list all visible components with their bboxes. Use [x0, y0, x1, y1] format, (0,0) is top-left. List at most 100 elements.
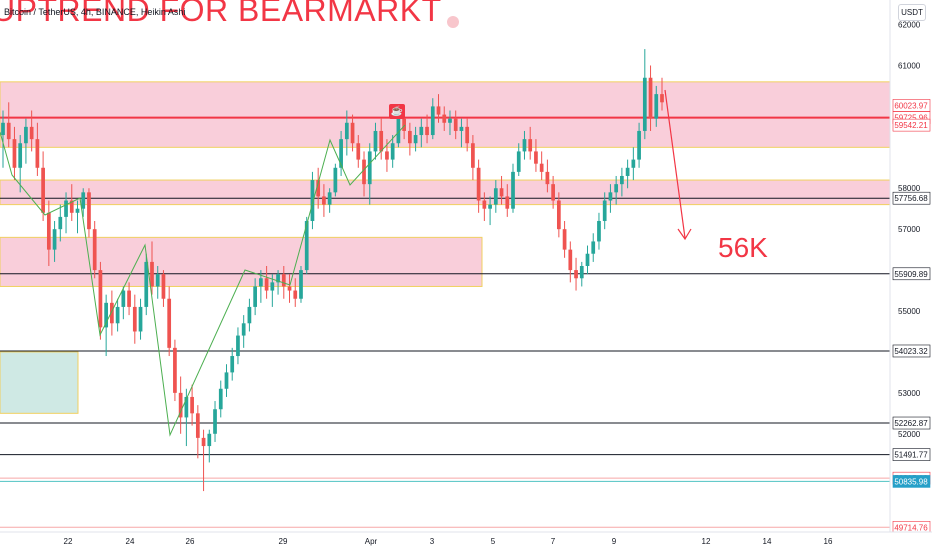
- candle-body: [58, 216, 63, 230]
- candle-body: [648, 77, 653, 119]
- candle-body: [465, 126, 470, 144]
- time-tick-label: 12: [702, 537, 711, 546]
- candle-body: [631, 159, 636, 168]
- candle-body: [24, 126, 28, 144]
- candle-body: [579, 266, 584, 279]
- uptrend-zigzag-line: [0, 124, 406, 437]
- price-tag: 54023.32: [892, 344, 931, 358]
- candle-body: [585, 253, 590, 266]
- candle-body: [281, 274, 286, 287]
- symbol-info[interactable]: Bitcoin / TetherUS, 4h, BINANCE, Heikin …: [4, 7, 186, 17]
- candle-body: [642, 77, 647, 131]
- candle-body: [551, 184, 555, 201]
- candle-body: [264, 278, 269, 291]
- candle-body: [350, 122, 355, 144]
- candle-body: [637, 130, 641, 160]
- time-axis[interactable]: 22 24 26 29 Apr 3 5 7 9 12 14 16: [64, 537, 833, 546]
- price-tick-label: 55000: [898, 307, 921, 316]
- candle-body: [178, 392, 183, 418]
- candle-body: [591, 241, 596, 254]
- candle-body: [236, 335, 240, 357]
- candle-body: [660, 94, 664, 103]
- candle-body: [259, 278, 263, 287]
- price-tag-box: [892, 475, 931, 488]
- candle-body: [81, 192, 86, 209]
- candle-body: [167, 298, 172, 348]
- candle-body: [322, 196, 326, 205]
- candle-body: [241, 323, 246, 336]
- time-tick-label: Apr: [365, 537, 378, 546]
- price-tag: 52262.87: [892, 416, 931, 430]
- price-tag-label: 51491.77: [894, 451, 928, 460]
- candle-body: [247, 306, 252, 324]
- price-tag-label: 60023.97: [894, 101, 928, 110]
- time-tick-label: 26: [186, 537, 195, 546]
- candle-body: [207, 433, 212, 447]
- price-tag: 49714.76: [892, 521, 931, 534]
- price-tick-label: 61000: [898, 61, 921, 70]
- projection-arrow-line: [664, 89, 686, 239]
- candle-body: [407, 130, 412, 144]
- candle-body: [379, 130, 384, 152]
- candles-layer: [1, 49, 664, 492]
- candle-body: [41, 167, 45, 213]
- time-tick-label: 3: [430, 537, 435, 546]
- candle-body: [190, 396, 194, 414]
- candle-body: [304, 220, 309, 271]
- price-tag: 59542.21: [892, 118, 931, 132]
- candle-body: [608, 192, 613, 201]
- time-tick-label: 9: [612, 537, 617, 546]
- candle-body: [218, 388, 223, 410]
- price-tag-label: 59725.96: [894, 114, 928, 123]
- price-tick-label: 52000: [898, 430, 921, 439]
- candle-body: [430, 106, 435, 136]
- candle-body: [471, 143, 475, 168]
- price-tag-label: 50835.98: [894, 477, 928, 486]
- candle-body: [224, 372, 229, 389]
- coffee-cup-icon[interactable]: ☕: [389, 104, 405, 119]
- candle-body: [476, 167, 481, 201]
- time-tick-label: 14: [763, 537, 772, 546]
- candle-body: [539, 163, 544, 172]
- price-tag: 55909.89: [892, 267, 931, 281]
- price-tag-label: 54023.32: [894, 347, 928, 356]
- candle-body: [556, 200, 561, 230]
- candle-body: [413, 135, 418, 144]
- price-tag-label: 49714.76: [894, 523, 928, 532]
- time-tick-label: 16: [824, 537, 833, 546]
- currency-button[interactable]: USDT: [898, 4, 926, 21]
- idea-title: UPTREND FOR BEARMARKT: [0, 0, 442, 28]
- time-tick-label: 24: [126, 537, 135, 546]
- price-tag-box: [892, 416, 931, 430]
- candle-body: [270, 282, 275, 291]
- candle-body: [333, 167, 338, 193]
- time-axis-background: [0, 532, 932, 550]
- candle-body: [385, 151, 389, 160]
- candle-body: [459, 126, 464, 131]
- candle-body: [230, 356, 235, 373]
- drawings-layer: [0, 89, 692, 437]
- price-tag-box: [892, 191, 931, 205]
- price-axis[interactable]: 62000 61000 58000 57000 55000 53000 52000: [898, 21, 921, 439]
- price-tag-label: 52262.87: [894, 419, 928, 428]
- candle-body: [522, 139, 527, 152]
- candle-body: [505, 196, 510, 209]
- candle-body: [64, 200, 68, 217]
- candle-body: [161, 274, 166, 299]
- candle-body: [574, 270, 578, 279]
- candle-body: [516, 151, 521, 172]
- price-tag-box: [892, 267, 931, 281]
- candle-body: [625, 167, 630, 176]
- price-tag-box: [892, 448, 931, 461]
- price-axis-background: [890, 0, 932, 532]
- candle-body: [184, 396, 189, 418]
- candle-body: [534, 151, 538, 164]
- price-tick-label: 62000: [898, 21, 921, 30]
- candle-body: [310, 180, 315, 221]
- candle-body: [121, 290, 126, 307]
- candle-body: [201, 437, 206, 447]
- price-tick-label: 57000: [898, 225, 921, 234]
- candle-body: [12, 139, 17, 168]
- candle-body: [195, 413, 200, 438]
